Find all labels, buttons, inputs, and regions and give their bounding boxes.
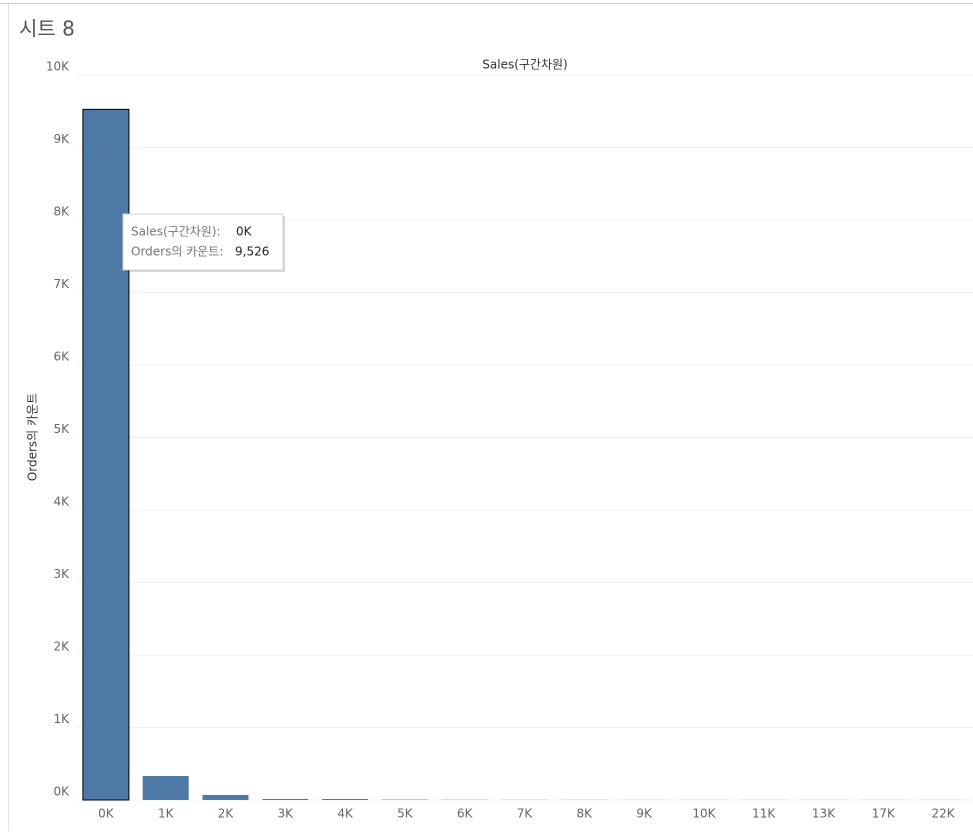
bar — [322, 799, 368, 800]
x-tick-label: 3K — [278, 807, 295, 821]
bar — [83, 109, 129, 800]
x-axis-title: Sales(구간차원) — [482, 58, 567, 72]
y-tick-label: 2K — [53, 640, 70, 654]
x-tick-label: 13K — [812, 807, 836, 821]
x-tick-label: 22K — [932, 807, 956, 821]
x-tick-label: 17K — [872, 807, 896, 821]
y-tick-label: 9K — [53, 132, 70, 146]
x-tick-label: 5K — [397, 807, 414, 821]
bar — [143, 776, 189, 800]
sheet-title: 시트 8 — [19, 17, 75, 41]
y-tick-label: 8K — [53, 205, 70, 219]
x-tick-label: 1K — [158, 807, 175, 821]
x-tick-label: 6K — [457, 807, 474, 821]
bar — [203, 795, 249, 800]
y-tick-label: 3K — [53, 567, 70, 581]
x-tick-label: 11K — [752, 807, 776, 821]
tooltip: Sales(구간차원): 0K Orders의 카운트: 9,526 — [123, 214, 285, 272]
y-tick-label: 0K — [53, 785, 70, 799]
tooltip-box — [123, 214, 283, 270]
x-tick-label: 8K — [577, 807, 594, 821]
bar — [262, 799, 308, 800]
y-tick-label: 4K — [53, 495, 70, 509]
grid — [76, 75, 973, 800]
tooltip-value: 0K — [236, 225, 253, 239]
x-tick-label: 2K — [218, 807, 235, 821]
tooltip-label: Orders의 카운트: — [131, 245, 223, 259]
tooltip-label: Sales(구간차원): — [131, 225, 221, 239]
y-tick-label: 10K — [46, 60, 70, 74]
y-axis-title: Orders의 카운트 — [26, 393, 40, 481]
y-tick-label: 6K — [53, 350, 70, 364]
y-tick-label: 5K — [53, 422, 70, 436]
y-tick-label: 1K — [53, 712, 70, 726]
x-tick-label: 0K — [98, 807, 115, 821]
x-tick-label: 9K — [636, 807, 653, 821]
x-tick-label: 4K — [337, 807, 354, 821]
tooltip-value: 9,526 — [235, 245, 269, 259]
x-tick-label: 10K — [692, 807, 716, 821]
y-tick-label: 7K — [53, 277, 70, 291]
x-tick-label: 7K — [517, 807, 534, 821]
